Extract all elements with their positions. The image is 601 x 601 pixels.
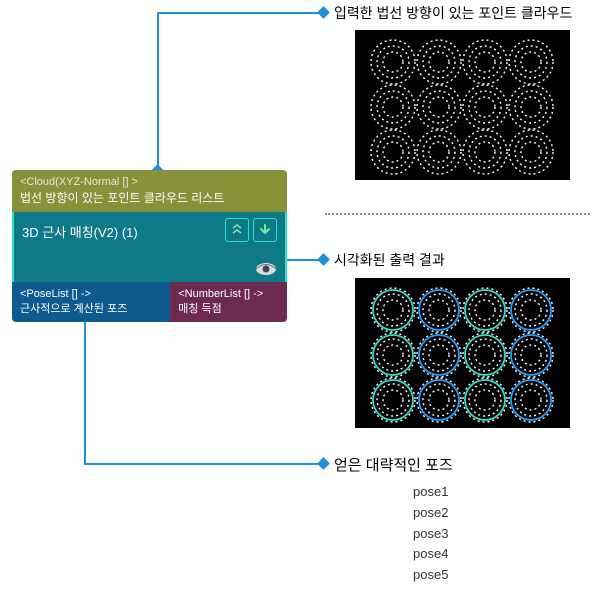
output-ports: <PoseList [] -> 근사적으로 계산된 포즈 <NumberList…: [12, 282, 287, 322]
connector-bottom-h: [84, 463, 321, 465]
separator-dots: [325, 213, 590, 215]
pose-item: pose1: [413, 482, 448, 503]
pose-list: pose1pose2pose3pose4pose5: [413, 482, 448, 586]
output-right-type: <NumberList [] ->: [178, 287, 279, 302]
input-port-label: 법선 방향이 있는 포인트 클라우드 리스트: [20, 190, 279, 207]
connector-bottom-v: [84, 316, 86, 463]
node-3d-coarse-matching: <Cloud(XYZ-Normal [] > 법선 방향이 있는 포인트 클라우…: [12, 170, 287, 322]
arrow-down-icon: [258, 223, 272, 237]
output-port-numberlist[interactable]: <NumberList [] -> 매칭 득점: [170, 282, 287, 322]
node-title-bar[interactable]: 3D 근사 매칭(V2) (1): [12, 212, 287, 282]
pose-item: pose3: [413, 524, 448, 545]
annotation-middle: 시각화된 출력 결과: [334, 250, 445, 270]
connector-top-h: [157, 12, 321, 14]
annotation-top: 입력한 법선 방향이 있는 포인트 클라우드: [334, 3, 572, 23]
eye-icon[interactable]: [255, 262, 277, 276]
node-title-text: 3D 근사 매칭(V2) (1): [22, 225, 138, 240]
output-left-label: 근사적으로 계산된 포즈: [20, 302, 162, 317]
annotation-bottom: 얻은 대략적인 포즈: [334, 454, 453, 475]
chevrons-icon: [230, 223, 244, 237]
input-port-type: <Cloud(XYZ-Normal [] >: [20, 175, 279, 190]
pose-item: pose4: [413, 544, 448, 565]
collapse-button[interactable]: [225, 218, 249, 242]
download-button[interactable]: [253, 218, 277, 242]
node-buttons: [225, 218, 277, 242]
output-right-label: 매칭 득점: [178, 302, 279, 317]
connector-middle-h: [287, 259, 321, 261]
input-pointcloud-image: [355, 30, 570, 180]
input-port[interactable]: <Cloud(XYZ-Normal [] > 법선 방향이 있는 포인트 클라우…: [12, 170, 287, 212]
connector-top-v: [157, 12, 159, 171]
output-port-poselist[interactable]: <PoseList [] -> 근사적으로 계산된 포즈: [12, 282, 170, 322]
output-visualization-image: [355, 278, 570, 428]
pose-item: pose5: [413, 565, 448, 586]
pose-item: pose2: [413, 503, 448, 524]
output-left-type: <PoseList [] ->: [20, 287, 162, 302]
